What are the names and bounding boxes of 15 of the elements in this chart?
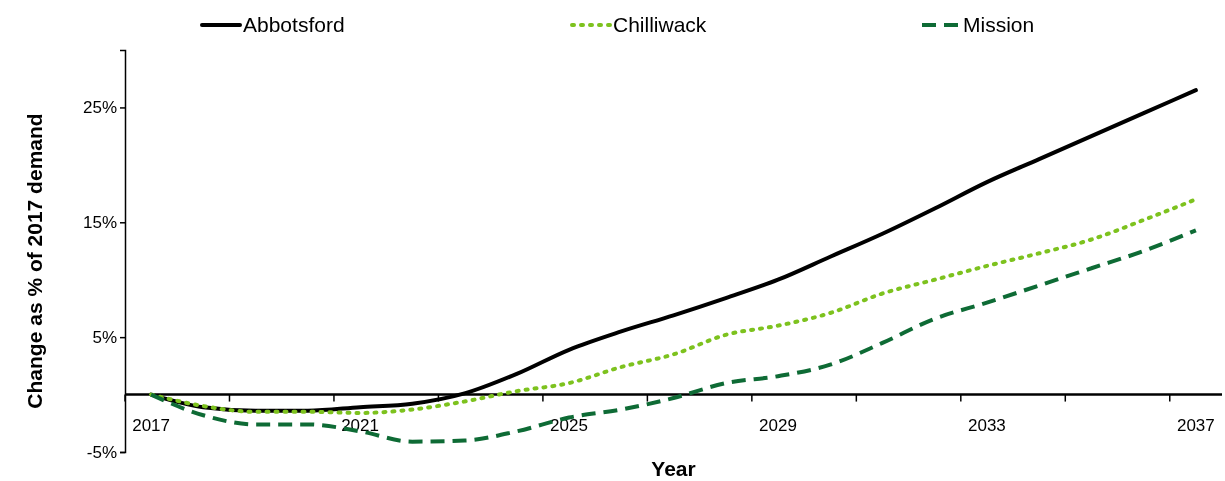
- x-tick-label: 2037: [1176, 415, 1215, 435]
- y-tick-label: 15%: [82, 213, 117, 233]
- x-tick-label: 2017: [132, 415, 171, 435]
- y-tick-label: 5%: [92, 328, 117, 348]
- y-axis-title: Change as % of 2017 demand: [23, 113, 46, 409]
- x-tick-label: 2025: [550, 415, 588, 435]
- x-axis-title: Year: [651, 457, 696, 480]
- y-tick-label: 25%: [82, 98, 117, 118]
- legend-label: Mission: [963, 13, 1035, 36]
- x-tick-label: 2029: [759, 415, 797, 435]
- y-tick-label: -5%: [86, 442, 117, 462]
- x-tick-label: 2033: [968, 415, 1006, 435]
- legend-label: Chilliwack: [613, 13, 707, 36]
- line-series: [149, 197, 1198, 415]
- legend-label: Abbotsford: [243, 13, 345, 36]
